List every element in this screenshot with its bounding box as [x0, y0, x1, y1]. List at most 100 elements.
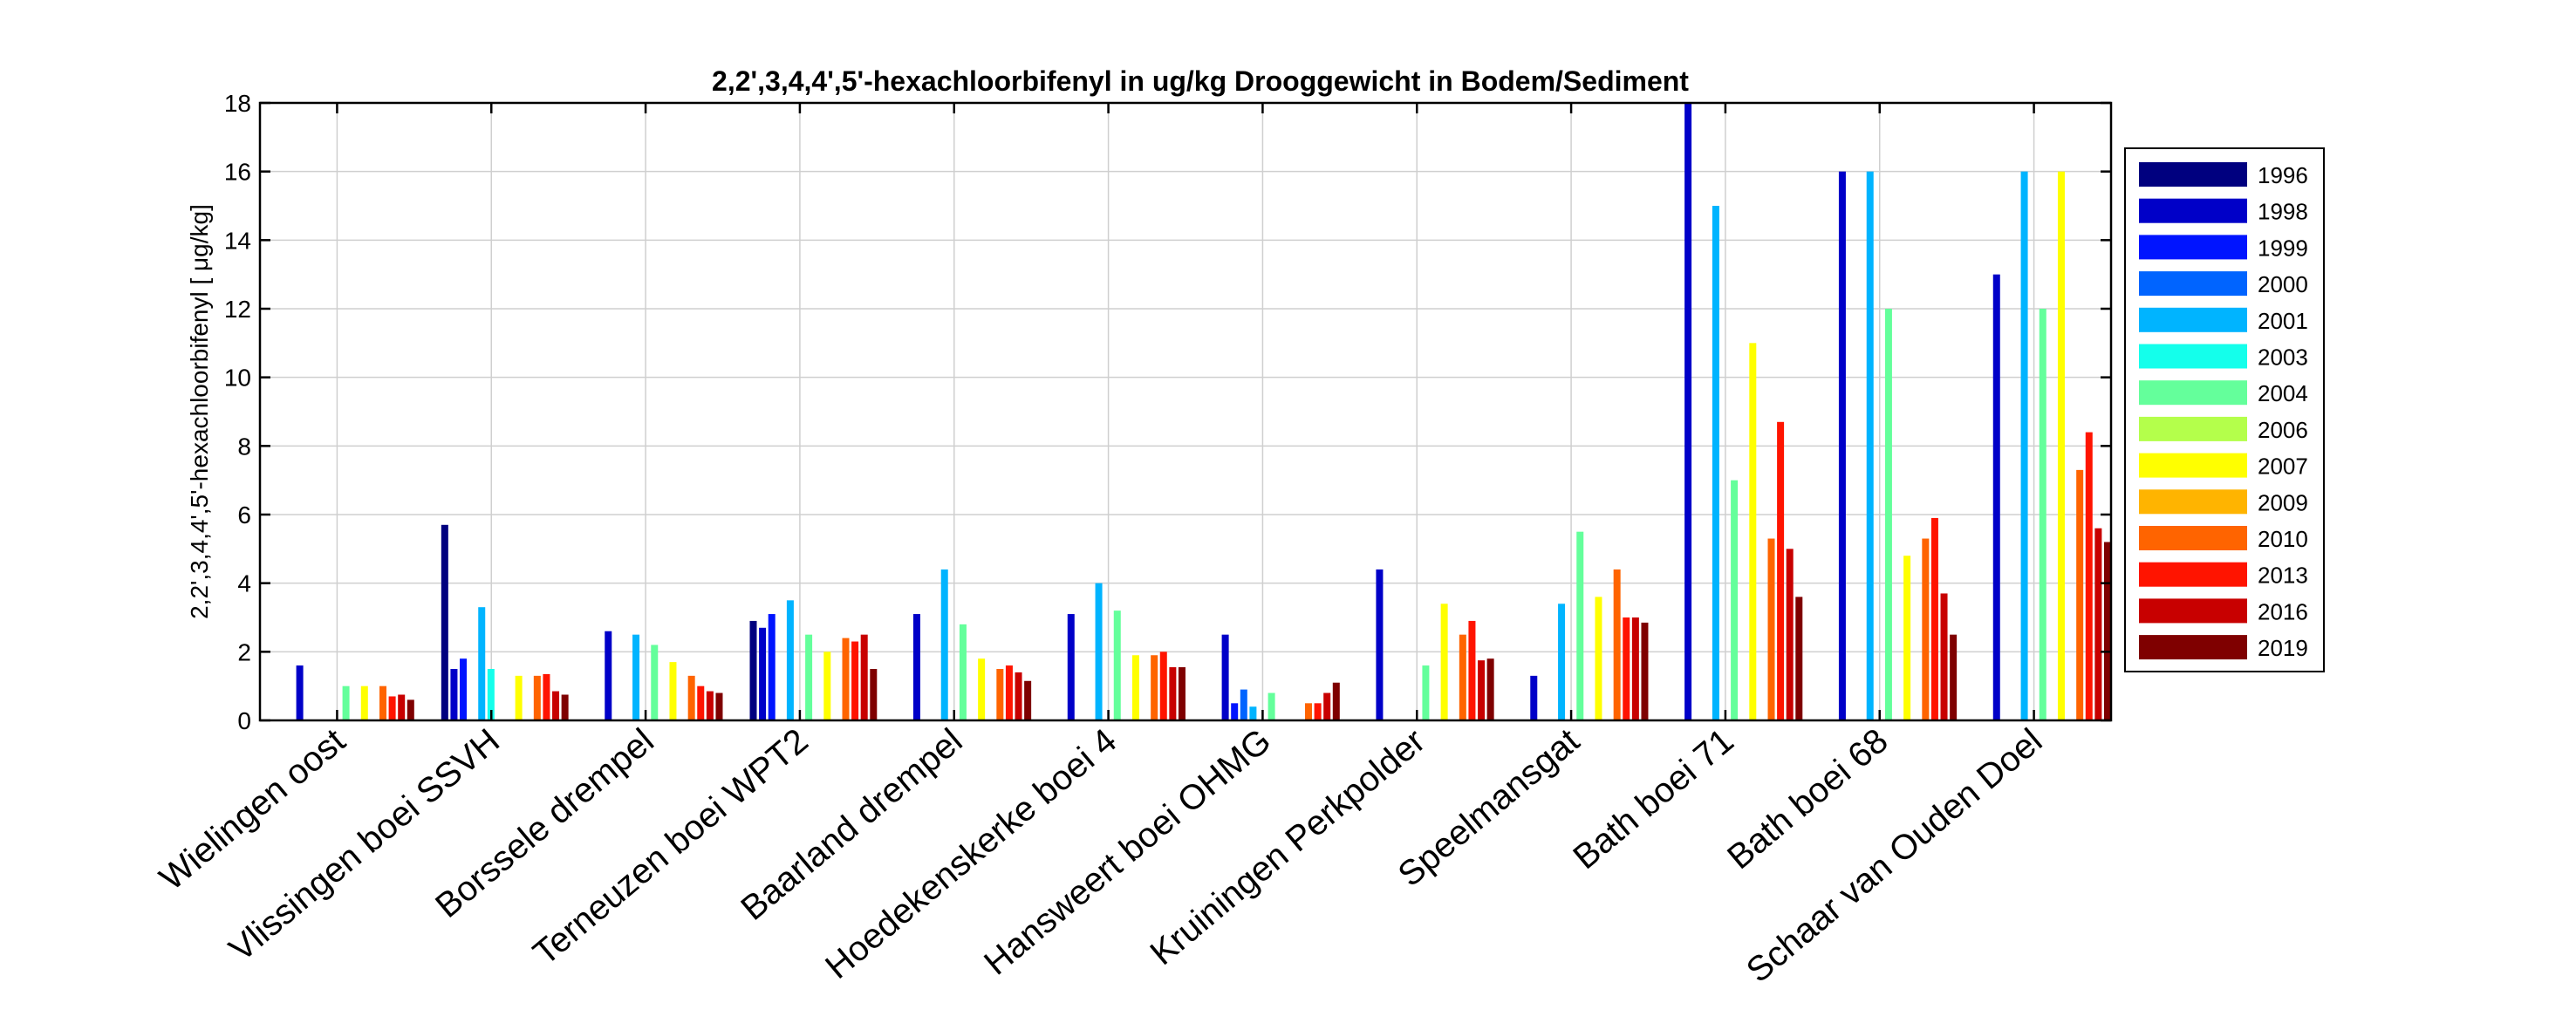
- bar: [1478, 660, 1486, 720]
- legend-label: 2003: [2258, 344, 2308, 371]
- bar: [1240, 689, 1247, 720]
- bar: [805, 634, 813, 720]
- bar: [515, 675, 523, 720]
- bar: [1558, 604, 1566, 720]
- bar: [978, 658, 986, 720]
- bar: [379, 686, 386, 720]
- bar: [1376, 569, 1384, 720]
- bar: [1169, 667, 1177, 720]
- bar: [1422, 665, 1430, 720]
- y-tick-label: 16: [224, 159, 251, 186]
- bar: [1930, 517, 1938, 720]
- bar: [749, 620, 757, 720]
- legend-swatch: [2139, 344, 2247, 369]
- y-tick-label: 10: [224, 365, 251, 392]
- bar: [632, 634, 640, 720]
- legend-label: 2009: [2258, 489, 2308, 515]
- bar: [996, 669, 1004, 720]
- axis-ticks: [260, 101, 2111, 722]
- bar: [342, 686, 350, 720]
- y-tick-label: 18: [224, 90, 251, 117]
- bar: [533, 675, 541, 720]
- bar: [1151, 655, 1158, 720]
- bar: [398, 694, 406, 720]
- bar: [759, 627, 767, 720]
- bar: [543, 673, 550, 720]
- bar: [1231, 703, 1239, 720]
- bar: [1992, 274, 2000, 720]
- bar: [296, 665, 304, 720]
- bar: [786, 600, 794, 720]
- legend-swatch: [2139, 235, 2247, 260]
- bar: [1731, 480, 1739, 720]
- bar: [1884, 309, 1892, 720]
- bar: [870, 669, 878, 720]
- legend-label: 2016: [2258, 598, 2308, 624]
- legend-swatch: [2139, 198, 2247, 223]
- bar: [768, 614, 776, 720]
- bar: [1613, 569, 1621, 720]
- bar: [478, 607, 486, 720]
- bar: [1838, 171, 1846, 720]
- bar: [1067, 614, 1075, 720]
- legend-label: 2019: [2258, 635, 2308, 661]
- bar: [1595, 597, 1602, 720]
- legend-swatch: [2139, 416, 2247, 441]
- bar: [1641, 622, 1649, 720]
- y-tick-label: 2: [237, 638, 251, 665]
- legend-label: 1996: [2258, 162, 2308, 188]
- bar: [2057, 171, 2065, 720]
- chart-title: 2,2',3,4,4',5'-hexachloorbifenyl in ug/k…: [712, 65, 1689, 97]
- bar: [651, 645, 659, 720]
- bar: [669, 662, 677, 720]
- bar: [1113, 610, 1121, 720]
- legend-box: [2124, 147, 2325, 672]
- bar: [1440, 604, 1448, 720]
- legend-swatch: [2139, 307, 2247, 332]
- bar: [1005, 665, 1013, 720]
- bar: [1221, 634, 1229, 720]
- bar: [1749, 343, 1757, 720]
- bar: [1486, 658, 1494, 720]
- legend-label: 2001: [2258, 308, 2308, 334]
- legend-label: 2010: [2258, 526, 2308, 552]
- y-tick-label: 12: [224, 296, 251, 323]
- bar: [1323, 692, 1331, 720]
- bar: [1786, 549, 1794, 720]
- bar: [959, 624, 967, 720]
- bar: [1468, 620, 1476, 720]
- bar: [687, 675, 695, 720]
- bar: [1767, 538, 1775, 720]
- bar: [1178, 667, 1186, 720]
- bar: [1159, 651, 1167, 720]
- bar: [1712, 206, 1719, 720]
- bar: [1903, 556, 1911, 720]
- bar: [1314, 703, 1322, 720]
- bar: [1576, 531, 1584, 720]
- bar: [605, 631, 612, 720]
- y-axis-label: 2,2',3,4,4',5'-hexachloorbifenyl [ μg/kg…: [186, 204, 213, 619]
- bar: [842, 638, 850, 720]
- bar: [2085, 432, 2093, 720]
- legend-label: 2006: [2258, 417, 2308, 443]
- bar: [823, 651, 831, 720]
- bar: [2103, 542, 2111, 720]
- bar: [1795, 597, 1803, 720]
- bar: [1866, 171, 1874, 720]
- bar: [1631, 617, 1639, 720]
- legend: 1996 1998 1999 2000 2001 2003 2004 2006 2007 2009…: [2124, 147, 2325, 672]
- legend-label: 1998: [2258, 199, 2308, 225]
- bar: [1332, 682, 1340, 720]
- bar: [2020, 171, 2028, 720]
- bar: [2076, 469, 2084, 720]
- bar: [1131, 655, 1139, 720]
- bar: [1940, 593, 1948, 720]
- bar: [1305, 703, 1312, 720]
- bar: [912, 614, 920, 720]
- legend-swatch: [2139, 598, 2247, 624]
- y-tick-label: 6: [237, 501, 251, 529]
- bars: [296, 103, 2111, 720]
- bar: [561, 694, 569, 720]
- bar: [2039, 309, 2046, 720]
